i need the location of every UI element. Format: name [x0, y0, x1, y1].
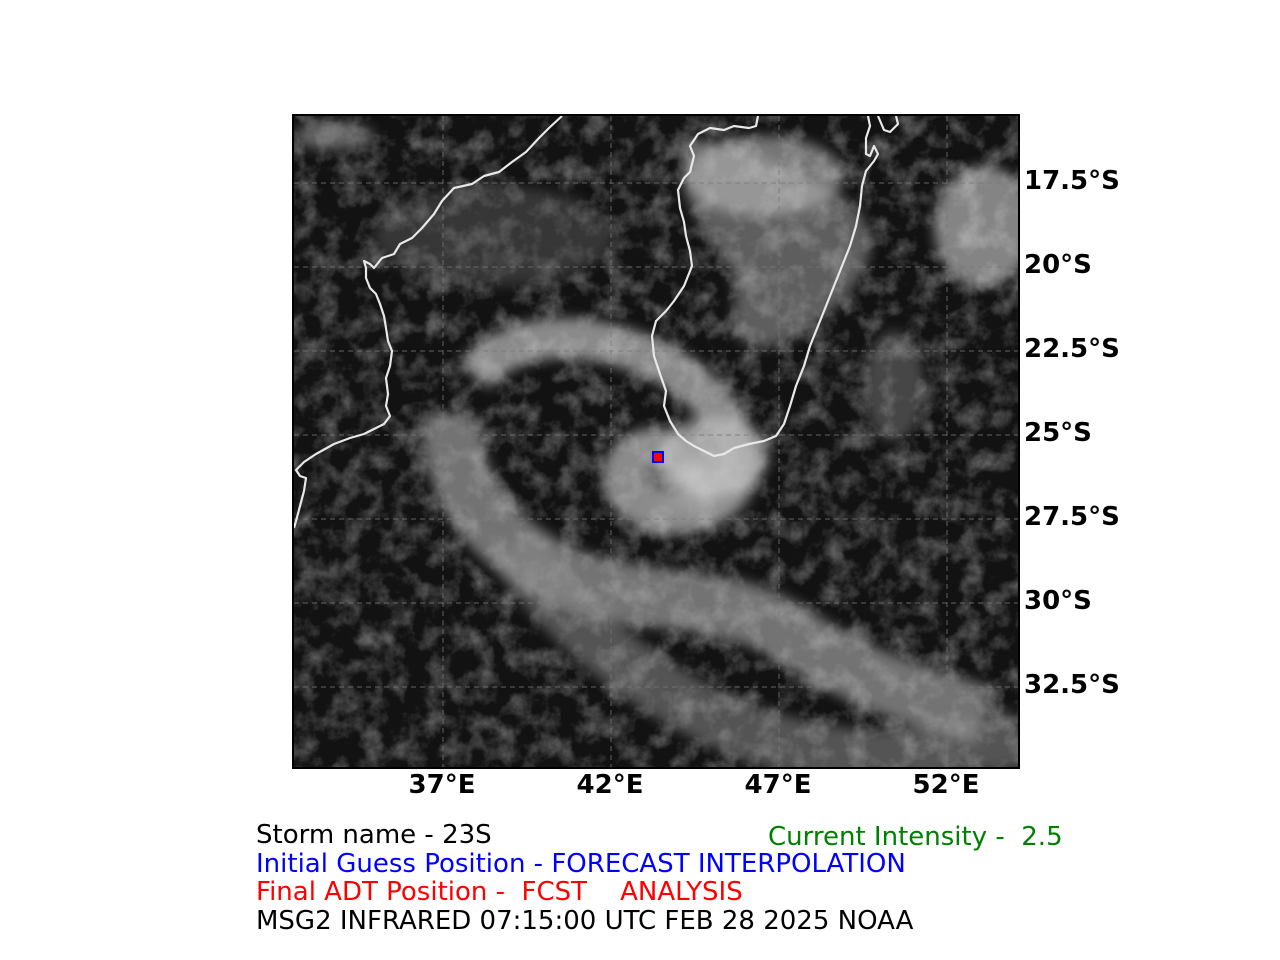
latitude-label: 20°S [1024, 250, 1092, 280]
final-position-text: Final ADT Position - FCST ANALYSIS [256, 877, 743, 907]
latitude-label: 22.5°S [1024, 334, 1120, 364]
coastline [294, 116, 900, 529]
longitude-label: 47°E [744, 770, 812, 800]
current-intensity-text: Current Intensity - 2.5 [768, 822, 1063, 852]
latitude-label: 25°S [1024, 418, 1092, 448]
storm-center-marker [652, 451, 664, 463]
infrared-imagery [294, 116, 1018, 767]
latitude-label: 27.5°S [1024, 502, 1120, 532]
longitude-label: 42°E [576, 770, 644, 800]
latitude-label: 32.5°S [1024, 670, 1120, 700]
longitude-label: 52°E [912, 770, 980, 800]
initial-guess-text: Initial Guess Position - FORECAST INTERP… [256, 849, 906, 879]
latitude-label: 17.5°S [1024, 166, 1120, 196]
latitude-label: 30°S [1024, 586, 1092, 616]
satellite-map [292, 114, 1020, 769]
storm-name-text: Storm name - 23S [256, 820, 492, 850]
longitude-label: 37°E [408, 770, 476, 800]
satellite-info-text: MSG2 INFRARED 07:15:00 UTC FEB 28 2025 N… [256, 906, 914, 936]
graticule [294, 116, 1018, 767]
